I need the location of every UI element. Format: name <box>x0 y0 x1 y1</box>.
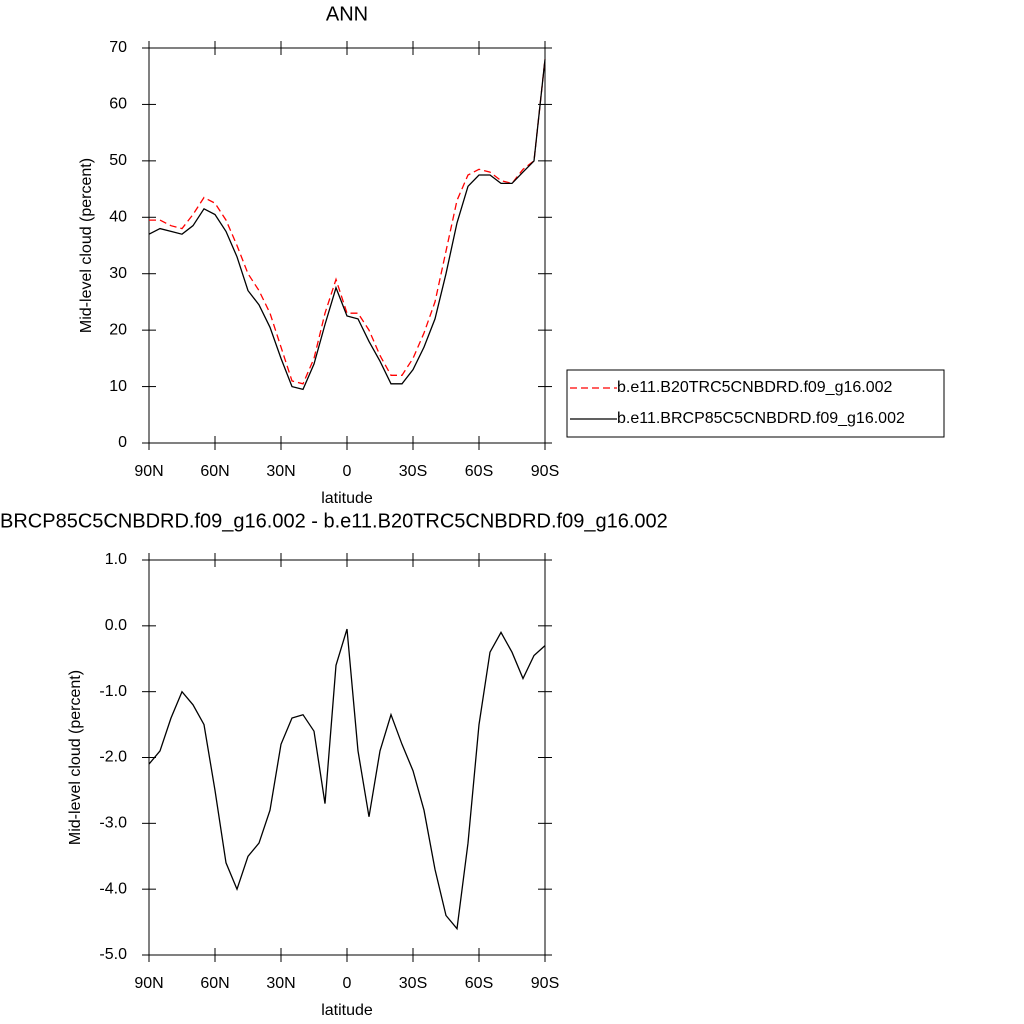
x-tick-label: 60S <box>465 463 493 480</box>
x-tick-label: 90S <box>531 975 559 992</box>
plot: 1.0 0.0 -1.0 -2.0 -3.0 -4.0 -5.0 90N 60N 30N 0 30S 6… <box>0 510 668 1019</box>
legend-label: b.e11.BRCP85C5CNBDRD.f09_g16.002 <box>617 410 905 427</box>
x-axis-label: latitude <box>321 490 373 507</box>
x-axis-label: latitude <box>321 1002 373 1019</box>
x-tick-label: 60S <box>465 975 493 992</box>
chart-title: BRCP85C5CNBDRD.f09_g16.002 - b.e11.B20TR… <box>0 510 668 532</box>
y-tick-label: 20 <box>109 321 127 338</box>
y-tick-label: 0.0 <box>105 617 127 634</box>
y-tick-label: 0 <box>118 434 127 451</box>
x-tick-label: 90N <box>134 975 163 992</box>
x-tick-label: 60N <box>200 463 229 480</box>
x-tick-label: 30N <box>266 975 295 992</box>
plot: 0 10 20 30 40 50 60 70 90N 60N 30N 0 30S 60S 90S latitu… <box>78 3 559 507</box>
x-tick-label: 0 <box>343 463 352 480</box>
legend-box <box>566 369 945 438</box>
plot-frame <box>148 559 546 956</box>
y-tick-label: -2.0 <box>99 749 127 766</box>
legend: b.e11.B20TRC5CNBDRD.f09_g16.002 b.e11.BRC… <box>566 369 945 438</box>
chart-title: ANN <box>326 3 368 25</box>
plot-frame <box>148 47 546 444</box>
y-tick-label: 50 <box>109 152 127 169</box>
y-tick-label: 30 <box>109 265 127 282</box>
y-tick-label: -5.0 <box>99 946 127 963</box>
y-axis-label: Mid-level cloud (percent) <box>67 670 84 845</box>
y-axis-label: Mid-level cloud (percent) <box>78 158 95 333</box>
legend-label: b.e11.B20TRC5CNBDRD.f09_g16.002 <box>617 379 893 396</box>
y-tick-label: -1.0 <box>99 683 127 700</box>
x-tick-label: 60N <box>200 975 229 992</box>
y-tick-label: -3.0 <box>99 815 127 832</box>
x-tick-label: 90N <box>134 463 163 480</box>
y-tick-label: 70 <box>109 39 127 56</box>
x-tick-label: 30S <box>399 463 427 480</box>
data-line <box>149 59 546 385</box>
y-tick-label: 1.0 <box>105 551 127 568</box>
x-tick-label: 90S <box>531 463 559 480</box>
x-tick-label: 30N <box>266 463 295 480</box>
x-tick-label: 30S <box>399 975 427 992</box>
y-tick-label: -4.0 <box>99 880 127 897</box>
y-tick-label: 40 <box>109 209 127 226</box>
y-tick-label: 60 <box>109 96 127 113</box>
y-tick-label: 10 <box>109 378 127 395</box>
data-line <box>148 59 546 391</box>
x-tick-label: 0 <box>343 975 352 992</box>
data-line <box>148 628 546 931</box>
